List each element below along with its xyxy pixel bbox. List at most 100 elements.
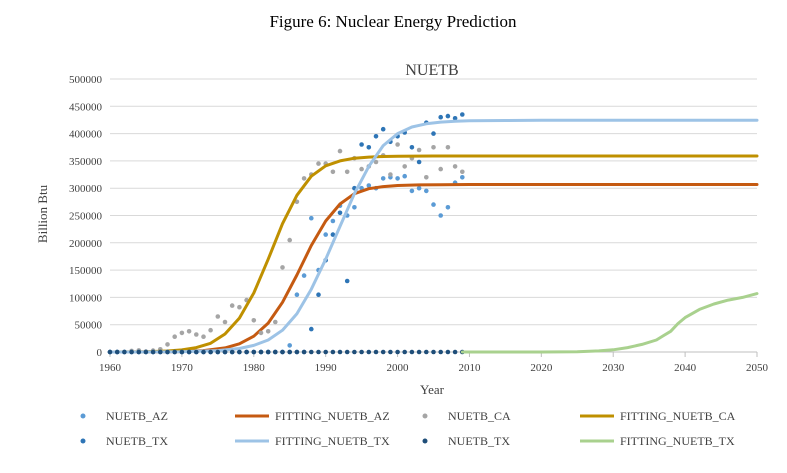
- legend-item-fitting-nuetb-az: FITTING_NUETB_AZ: [235, 409, 390, 423]
- legend-item-fitting-nuetb-tx: FITTING_NUETB_TX: [580, 434, 735, 448]
- data-point: [309, 326, 314, 332]
- data-point: [402, 173, 408, 179]
- data-point: [114, 349, 120, 355]
- series-line-fitting-nuetb-tx: [108, 118, 759, 354]
- data-point: [316, 161, 321, 166]
- data-point: [258, 349, 264, 355]
- data-point: [265, 349, 271, 355]
- data-point: [265, 329, 271, 334]
- data-point: [273, 319, 278, 325]
- series-line-fitting-nuetb-ca: [108, 154, 759, 354]
- data-point: [237, 349, 242, 355]
- data-point: [287, 343, 293, 348]
- y-tick-label: 300000: [69, 183, 103, 195]
- data-point: [172, 349, 177, 355]
- data-point: [359, 142, 364, 147]
- data-point: [222, 349, 228, 355]
- data-point: [179, 330, 185, 336]
- series-fitting-nuetb-az: [108, 183, 759, 354]
- data-point: [309, 215, 314, 221]
- data-point: [402, 349, 408, 355]
- data-point: [294, 349, 300, 355]
- legend-item-nuetb-tx: NUETB_TX: [422, 434, 510, 448]
- data-point: [431, 145, 436, 150]
- data-point: [431, 131, 436, 136]
- data-point: [424, 188, 429, 194]
- data-point: [380, 349, 386, 355]
- chart-title: NUETB: [405, 62, 458, 79]
- data-point: [395, 176, 400, 181]
- x-tick-label: 2040: [674, 362, 697, 374]
- x-tick-label: 1990: [315, 362, 338, 374]
- figure-caption: Figure 6: Nuclear Energy Prediction: [269, 12, 517, 31]
- x-tick-label: 1970: [171, 362, 194, 374]
- series-line-fitting-nuetb-az: [108, 183, 759, 354]
- data-point: [352, 205, 357, 210]
- data-point: [165, 342, 170, 347]
- data-point: [208, 349, 213, 355]
- x-tick-label: 2000: [387, 362, 410, 374]
- data-point: [337, 349, 343, 355]
- x-tick-label: 2050: [746, 362, 769, 374]
- legend-item-fitting-nuetb-ca: FITTING_NUETB_CA: [580, 409, 736, 423]
- data-point: [337, 148, 343, 154]
- y-tick-label: 350000: [69, 156, 103, 168]
- x-tick-label: 2020: [530, 362, 553, 374]
- data-point: [186, 349, 192, 355]
- y-tick-label: 150000: [69, 265, 103, 277]
- y-tick-label: 450000: [69, 101, 103, 113]
- data-point: [431, 349, 436, 355]
- x-tick-label: 2030: [602, 362, 625, 374]
- data-point: [301, 176, 307, 181]
- legend-label: FITTING_NUETB_TX: [275, 434, 390, 448]
- data-point: [165, 349, 170, 355]
- legend-label: NUETB_TX: [106, 434, 168, 448]
- data-point: [431, 202, 436, 207]
- data-point: [388, 172, 393, 177]
- plot-series: [107, 112, 759, 355]
- series-nuetb-tx: [107, 112, 465, 355]
- data-point: [460, 175, 465, 180]
- data-point: [258, 330, 264, 336]
- data-point: [424, 175, 429, 180]
- series-fitting-nuetb-ca: [108, 154, 759, 354]
- data-point: [294, 292, 300, 298]
- data-point: [122, 349, 127, 355]
- data-point: [416, 159, 422, 165]
- legend-label: FITTING_NUETB_CA: [620, 409, 736, 423]
- data-point: [287, 237, 293, 243]
- data-point: [359, 349, 364, 355]
- series-fitting-nuetb-tx: [108, 118, 759, 354]
- legend-swatch-marker: [422, 438, 428, 444]
- data-point: [251, 349, 257, 355]
- data-point: [366, 145, 372, 150]
- data-point: [445, 349, 451, 355]
- data-point: [244, 349, 249, 355]
- x-tick-label: 1960: [99, 362, 122, 374]
- data-point: [316, 349, 321, 355]
- legend-swatch-marker: [422, 413, 428, 419]
- data-point: [416, 349, 422, 355]
- data-point: [194, 332, 199, 337]
- data-point: [395, 142, 400, 147]
- data-point: [179, 349, 185, 355]
- legend-item-fitting-nuetb-tx: FITTING_NUETB_TX: [235, 434, 390, 448]
- x-tick-label: 1980: [243, 362, 266, 374]
- legend-item-nuetb-tx: NUETB_TX: [80, 434, 168, 448]
- data-point: [409, 188, 415, 194]
- y-tick-label: 50000: [75, 320, 103, 332]
- data-point: [344, 349, 350, 355]
- data-point: [330, 232, 336, 237]
- data-point: [366, 183, 372, 188]
- data-point: [424, 349, 429, 355]
- x-axis-label: Year: [420, 382, 445, 397]
- y-tick-label: 500000: [69, 74, 103, 86]
- data-point: [280, 349, 285, 355]
- data-point: [359, 166, 364, 172]
- data-point: [107, 349, 113, 355]
- data-point: [438, 213, 444, 218]
- data-point: [452, 349, 458, 355]
- data-point: [208, 327, 213, 333]
- legend-item-nuetb-az: NUETB_AZ: [80, 409, 168, 423]
